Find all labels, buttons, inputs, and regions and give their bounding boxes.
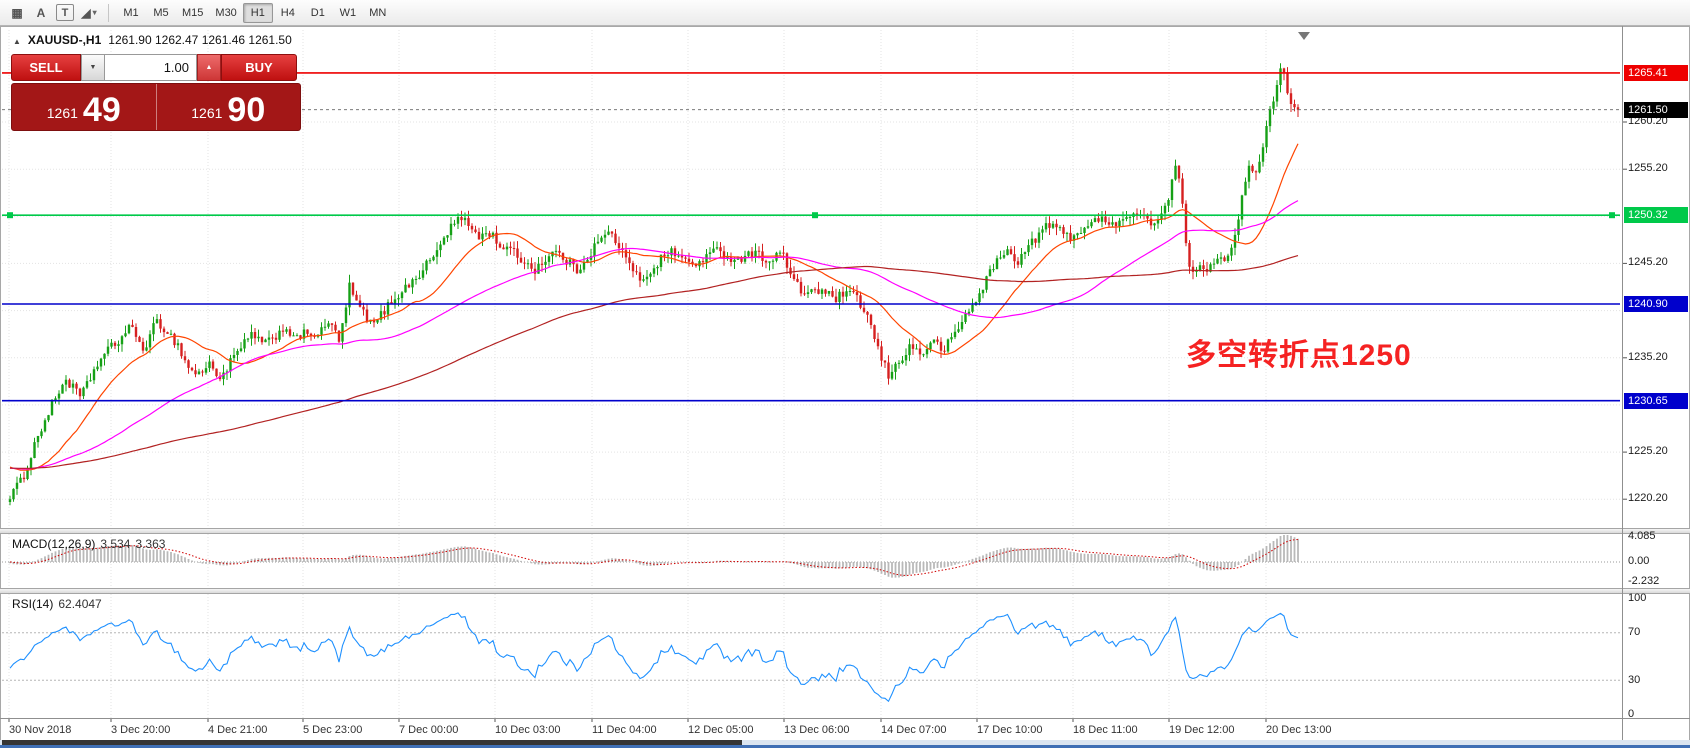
macd-scale-label: 4.085 [1628, 530, 1656, 542]
volume-up-button[interactable]: ▲ [197, 54, 221, 81]
time-axis-label: 18 Dec 11:00 [1073, 724, 1138, 736]
price-tick-label: 1260.20 [1628, 115, 1668, 127]
time-axis-label: 7 Dec 00:00 [399, 724, 459, 736]
bid-prefix: 1261 [46, 105, 78, 121]
grid-tool-icon[interactable]: ▦ [11, 5, 23, 20]
time-axis-label: 12 Dec 05:00 [688, 724, 754, 736]
ask-prefix: 1261 [191, 105, 223, 121]
ask-price-display[interactable]: 1261 90 [157, 84, 301, 130]
line-selection-handle [7, 212, 13, 219]
timeframe-m1-button[interactable]: M1 [123, 6, 139, 19]
main-toolbar: ▦ A T ◢ ▾ M1 M5 M15 M30 H1 H4 D1 W1 MN [0, 0, 1690, 26]
rsi-line [9, 612, 1299, 703]
macd-histogram [9, 535, 1299, 578]
quote-divider [155, 84, 157, 130]
sell-button[interactable]: SELL [11, 54, 81, 81]
collapse-icon[interactable]: ▲ [13, 37, 21, 46]
time-axis-border [0, 718, 1690, 719]
one-click-trading-panel: SELL ▼ ▲ BUY 1261 49 1261 90 [11, 54, 301, 131]
macd-scale-label: 0.00 [1628, 555, 1650, 567]
rsi-scale-label: 100 [1628, 592, 1647, 604]
moving-average-20 [9, 143, 1299, 471]
price-tick-label: 1235.20 [1628, 350, 1668, 363]
macd-scale-label: -2.232 [1628, 575, 1660, 587]
window-edge [0, 745, 1690, 748]
bid-price-display[interactable]: 1261 49 [12, 84, 156, 130]
rsi-value: 62.4047 [58, 597, 102, 611]
ohlc-values: 1261.90 1262.47 1261.46 1261.50 [108, 33, 292, 47]
line-selection-handle [1609, 212, 1615, 219]
current-price-tag: 1261.50 [1624, 101, 1688, 118]
buy-button[interactable]: BUY [221, 54, 297, 81]
volume-dropdown-button[interactable]: ▼ [81, 54, 105, 81]
timeframe-m5-button[interactable]: M5 [153, 6, 169, 19]
macd-signal-value: 3.363 [135, 537, 166, 551]
cursor-tool-icon[interactable]: A [36, 5, 46, 20]
text-tool-icon[interactable]: T [56, 4, 74, 21]
time-axis-label: 4 Dec 21:00 [208, 724, 268, 736]
time-axis-label: 14 Dec 07:00 [881, 724, 947, 736]
support2-line-tag: 1230.65 [1624, 392, 1688, 409]
moving-average-150 [9, 255, 1299, 469]
macd-main-value: 3.534 [100, 537, 131, 551]
line-selection-handle [812, 212, 818, 219]
volume-input[interactable] [105, 54, 197, 81]
time-axis-label: 19 Dec 12:00 [1169, 724, 1235, 736]
time-axis-label: 10 Dec 03:00 [495, 724, 561, 736]
chart-shift-marker [1298, 32, 1310, 40]
timeframe-mn-button[interactable]: MN [369, 6, 387, 19]
time-axis-label: 13 Dec 06:00 [784, 724, 850, 736]
time-axis-label: 30 Nov 2018 [9, 724, 72, 736]
timeframe-d1-button[interactable]: D1 [310, 6, 325, 19]
price-tick-label: 1245.20 [1628, 256, 1668, 269]
timeframe-w1-button[interactable]: W1 [339, 6, 357, 19]
timeframe-h1-button[interactable]: H1 [242, 2, 273, 23]
rsi-label: RSI(14) 62.4047 [12, 597, 102, 611]
chart-header: ▲ XAUUSD-,H1 1261.90 1262.47 1261.46 126… [13, 33, 292, 47]
chevron-down-icon: ▼ [89, 64, 97, 71]
price-tick-label: 1220.20 [1628, 492, 1668, 505]
scrollbar-thumb[interactable] [2, 740, 742, 745]
time-axis-label: 17 Dec 10:00 [977, 724, 1043, 736]
grid [2, 30, 1620, 718]
up-candle-bodies [8, 68, 1282, 503]
timeframe-buttons: M1 M5 M15 M30 H1 H4 D1 W1 MN [116, 2, 393, 23]
chevron-up-icon: ▲ [205, 64, 213, 71]
rsi-scale-label: 70 [1628, 626, 1641, 638]
bid-big-digits: 49 [82, 91, 121, 130]
timeframe-m15-button[interactable]: M15 [182, 6, 204, 19]
panel-divider-macd[interactable] [0, 528, 1690, 534]
price-tick-label: 1255.20 [1628, 162, 1668, 175]
macd-label: MACD(12,26,9) 3.534 3.363 [12, 537, 165, 551]
shapes-tool-icon[interactable]: ◢ ▾ [81, 5, 97, 20]
tool-icon-group: ▦ A T ◢ ▾ [5, 3, 101, 23]
timeframe-m30-button[interactable]: M30 [215, 6, 237, 19]
rsi-title: RSI(14) [12, 597, 54, 611]
rsi-scale-label: 0 [1628, 708, 1635, 720]
horizontal-scrollbar[interactable] [0, 740, 1690, 745]
pivot-line-tag: 1250.32 [1624, 207, 1688, 224]
time-axis-label: 11 Dec 04:00 [592, 724, 657, 736]
time-axis-label: 20 Dec 13:00 [1266, 724, 1332, 736]
macd-signal-line [9, 539, 1299, 576]
bid-ask-panel: 1261 49 1261 90 [11, 83, 301, 131]
chevron-down-icon: ▾ [92, 8, 97, 17]
support-line-tag: 1240.90 [1624, 295, 1688, 312]
symbol-timeframe-label: XAUUSD-,H1 [27, 33, 102, 47]
macd-title: MACD(12,26,9) [12, 537, 96, 551]
ask-big-digits: 90 [227, 91, 266, 130]
chart-annotation-text[interactable]: 多空转折点1250 [1186, 339, 1412, 372]
time-axis-label: 3 Dec 20:00 [111, 724, 171, 736]
resistance-line-tag: 1265.41 [1624, 64, 1688, 81]
rsi-scale-label: 30 [1628, 674, 1641, 686]
toolbar-separator [108, 3, 109, 22]
price-scale-border [1622, 26, 1623, 740]
panel-divider-rsi[interactable] [0, 588, 1690, 594]
moving-average-60 [9, 200, 1299, 470]
price-tick-label: 1225.20 [1628, 445, 1668, 458]
time-axis-label: 5 Dec 23:00 [303, 724, 363, 736]
timeframe-h4-button[interactable]: H4 [280, 6, 295, 19]
